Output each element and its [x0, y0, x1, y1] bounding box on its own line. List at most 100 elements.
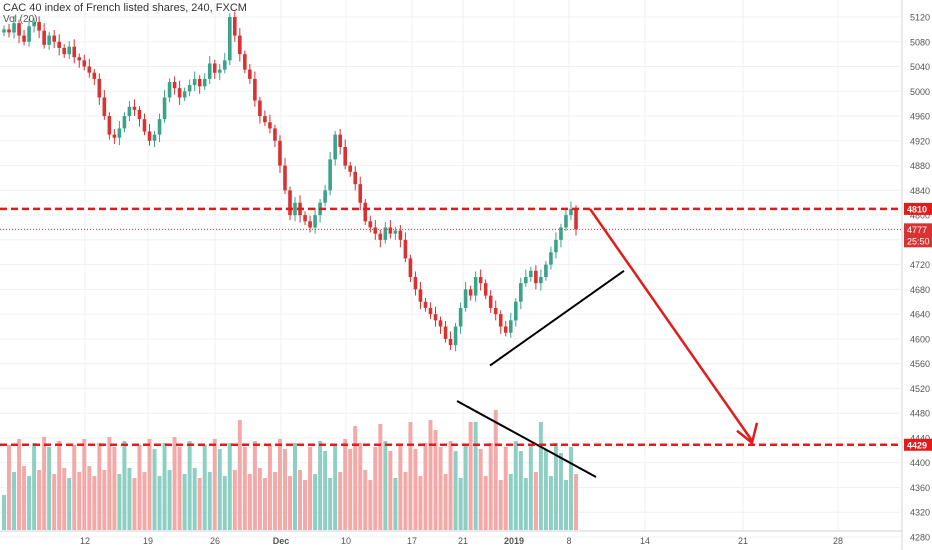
volume-bar	[574, 474, 578, 530]
candle-body	[197, 78, 202, 87]
volume-bar	[157, 476, 162, 530]
candle-body	[478, 277, 483, 284]
candle-body	[187, 85, 192, 92]
candle-body	[268, 122, 272, 129]
candle-body	[373, 227, 378, 234]
candle-body	[559, 227, 563, 240]
volume-bar	[398, 445, 403, 530]
candle-body	[283, 165, 287, 191]
candle-body	[233, 17, 237, 36]
candle-body	[418, 289, 423, 302]
candle-body	[122, 116, 127, 129]
candle-body	[323, 190, 327, 203]
volume-bar	[333, 445, 338, 530]
volume-bar	[92, 476, 97, 530]
candle-body	[222, 60, 227, 70]
volume-bar	[122, 441, 127, 530]
volume-bar	[202, 445, 207, 530]
volume-bar	[508, 474, 513, 530]
support-trendline	[489, 269, 625, 367]
volume-bar	[277, 439, 282, 530]
volume-bar	[568, 447, 573, 530]
price-tick-label: 5080	[910, 37, 930, 47]
candle-body	[227, 17, 232, 61]
time-tick-label: 17	[407, 536, 417, 546]
candlesticks	[2, 11, 578, 352]
candle-body	[248, 69, 252, 79]
volume-bar	[318, 441, 323, 530]
volume-bar	[182, 474, 187, 530]
volume-bar	[52, 474, 57, 530]
candle-body	[37, 21, 41, 31]
volume-bar	[212, 439, 217, 530]
volume-bar	[548, 476, 553, 530]
level-price-label: 4429	[907, 440, 927, 450]
candle-body	[403, 239, 408, 259]
volume-bar	[348, 449, 353, 530]
last-price-tag	[904, 223, 932, 248]
volume-indicator-label: Vol (20)	[3, 14, 38, 25]
time-tick-label: 21	[738, 536, 748, 546]
candle-body	[72, 46, 77, 58]
volume-bar	[513, 441, 518, 530]
time-tick-label: 26	[210, 536, 220, 546]
volume-bar	[528, 445, 533, 530]
price-tick-label: 4400	[910, 458, 930, 468]
candle-body	[243, 54, 247, 70]
candle-body	[207, 63, 212, 79]
candle-body	[92, 72, 97, 79]
candle-body	[519, 283, 523, 302]
volume-bar	[423, 443, 428, 530]
volume-bar	[373, 447, 378, 530]
time-tick-label: 8	[566, 536, 571, 546]
price-axis[interactable]: 5120508050405000496049204880484048004760…	[904, 13, 932, 543]
volume-bar	[493, 410, 498, 530]
time-axis[interactable]: 12 19 26 Dec 10 17 21 2019 8 14 21 28	[80, 536, 843, 546]
volume-bar	[192, 468, 197, 530]
price-tick-label: 4960	[910, 112, 930, 122]
candle-body	[303, 215, 307, 222]
volume-bar	[247, 474, 252, 530]
time-tick-label: 14	[640, 536, 650, 546]
volume-bar	[503, 447, 508, 530]
candle-body	[564, 215, 568, 228]
candle-body	[62, 47, 67, 55]
candle-body	[539, 277, 543, 284]
candle-body	[102, 97, 107, 117]
candle-body	[288, 190, 292, 216]
volume-bar	[558, 453, 563, 530]
candle-body	[258, 100, 262, 117]
drawing-annotations	[456, 208, 759, 478]
volume-bar	[117, 474, 122, 530]
candle-body	[529, 270, 533, 277]
candle-body	[147, 131, 152, 141]
candle-body	[82, 60, 87, 67]
volume-bar	[217, 449, 222, 530]
candle-body	[438, 320, 443, 327]
candle-body	[569, 208, 573, 216]
volume-bar	[57, 441, 62, 530]
volume-bar	[27, 476, 32, 530]
volume-bar	[498, 480, 503, 530]
candle-body	[358, 184, 363, 203]
volume-bar	[267, 445, 272, 530]
volume-bar	[433, 430, 438, 530]
volume-bar	[2, 495, 6, 530]
volume-bar	[328, 478, 333, 530]
candle-body	[97, 78, 102, 98]
volume-bars	[2, 410, 578, 530]
volume-bar	[187, 441, 192, 530]
volume-bar	[293, 443, 298, 530]
candle-body	[263, 116, 267, 123]
candle-body	[448, 338, 453, 346]
bar-countdown-label: 25:50	[907, 236, 930, 246]
candle-body	[498, 314, 503, 327]
volume-bar	[207, 472, 212, 530]
candle-body	[77, 57, 82, 61]
candle-body	[488, 295, 493, 308]
projection-arrow-head	[736, 422, 759, 445]
volume-bar	[313, 474, 318, 530]
candle-body	[167, 82, 172, 98]
volume-trendline	[456, 400, 597, 478]
